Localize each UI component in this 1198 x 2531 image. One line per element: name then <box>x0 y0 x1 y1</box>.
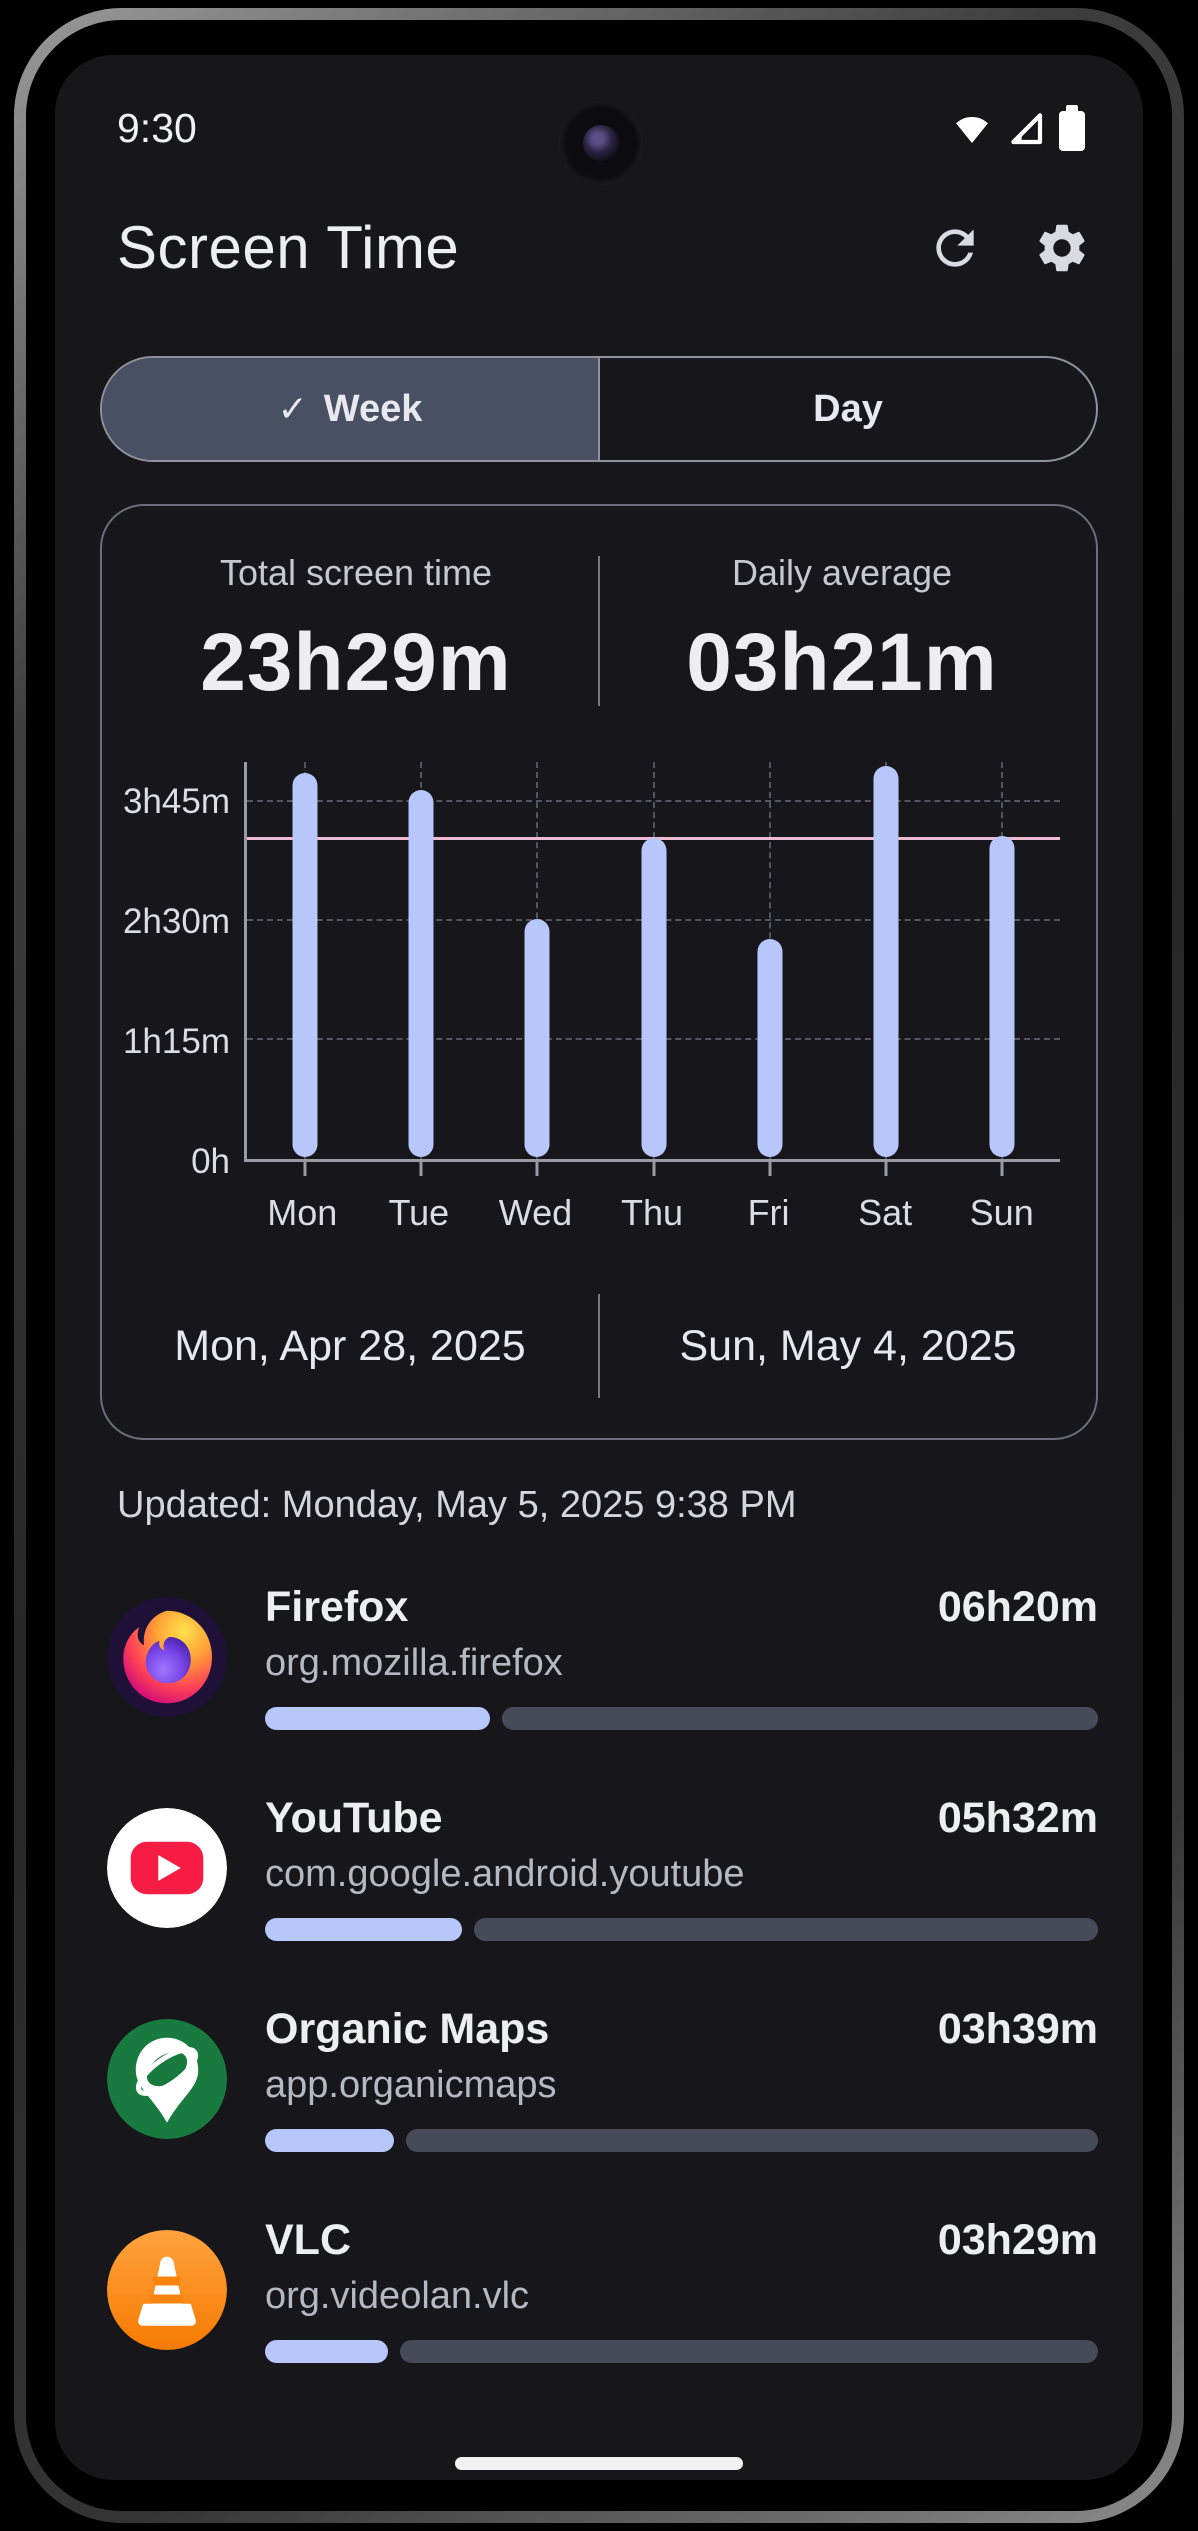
summary-divider <box>598 556 600 706</box>
progress-fill <box>265 1918 462 1941</box>
tab-day[interactable]: Day <box>600 358 1096 460</box>
settings-button[interactable] <box>1033 219 1091 277</box>
date-range-divider <box>598 1294 600 1398</box>
period-toggle: ✓ Week Day <box>100 356 1098 462</box>
status-bar: 9:30 <box>55 55 1143 155</box>
last-updated-text: Updated: Monday, May 5, 2025 9:38 PM <box>117 1484 797 1526</box>
progress-track <box>473 1918 1098 1941</box>
app-package: org.mozilla.firefox <box>265 1642 563 1684</box>
gear-icon <box>1033 224 1091 280</box>
cellular-signal-icon <box>1005 107 1047 149</box>
app-name: VLC <box>265 2216 351 2264</box>
chart-x-axis-labels: Mon Tue Wed Thu Fri Sat Sun <box>267 1192 1034 1233</box>
tab-week[interactable]: ✓ Week <box>102 358 600 460</box>
daily-average-label: Daily average <box>731 552 953 593</box>
camera-lens <box>583 125 619 161</box>
usage-progress-bar <box>265 2340 1098 2363</box>
progress-fill <box>265 2129 395 2152</box>
usage-progress-bar <box>265 1918 1098 1941</box>
weekly-bar-chart: 0h 1h15m 2h30m 3h45m Mon Tue Wed Thu Fri Sat Sun <box>122 762 1060 1240</box>
vlc-icon <box>107 2229 227 2350</box>
app-row-vlc[interactable]: VLC 03h29m org.videolan.vlc <box>107 2216 1098 2363</box>
usage-progress-bar <box>265 2129 1098 2152</box>
total-screen-time-label: Total screen time <box>219 552 493 593</box>
battery-icon <box>1059 105 1085 151</box>
organic-maps-icon <box>107 2018 227 2139</box>
status-icons <box>951 105 1085 151</box>
app-duration: 03h29m <box>937 2216 1098 2264</box>
status-time: 9:30 <box>117 104 197 151</box>
progress-fill <box>265 1707 490 1730</box>
firefox-icon <box>107 1596 227 1717</box>
range-start-date[interactable]: Mon, Apr 28, 2025 <box>174 1321 526 1370</box>
range-end-date[interactable]: Sun, May 4, 2025 <box>679 1321 1017 1370</box>
tab-week-label: Week <box>323 387 423 430</box>
app-screen: 9:30 Screen Time <box>55 55 1143 2480</box>
app-usage-list: Firefox 06h20m org.mozilla.firefox <box>107 1583 1098 2363</box>
app-name: YouTube <box>265 1794 443 1842</box>
usage-progress-bar <box>265 1707 1098 1730</box>
app-duration: 06h20m <box>937 1583 1098 1631</box>
app-duration: 05h32m <box>937 1794 1098 1842</box>
app-header: Screen Time <box>55 155 1143 282</box>
tab-day-label: Day <box>813 387 883 430</box>
youtube-icon <box>107 1807 227 1928</box>
wifi-icon <box>951 107 993 149</box>
progress-track <box>501 1707 1098 1730</box>
refresh-button[interactable] <box>927 220 983 276</box>
refresh-icon <box>927 228 983 279</box>
summary-card: Total screen time 23h29m Daily average 0… <box>100 504 1098 1440</box>
progress-fill <box>265 2340 389 2363</box>
page-title: Screen Time <box>117 214 460 281</box>
app-row-firefox[interactable]: Firefox 06h20m org.mozilla.firefox <box>107 1583 1098 1730</box>
app-row-organic-maps[interactable]: Organic Maps 03h39m app.organicmaps <box>107 2005 1098 2152</box>
app-package: app.organicmaps <box>265 2064 557 2106</box>
chart-y-axis-labels: 0h 1h15m 2h30m 3h45m <box>122 782 230 1181</box>
total-screen-time-value: 23h29m <box>200 617 512 708</box>
app-row-youtube[interactable]: YouTube 05h32m com.google.android.youtub… <box>107 1794 1098 1941</box>
daily-average-value: 03h21m <box>686 617 998 708</box>
app-duration: 03h39m <box>937 2005 1098 2053</box>
check-icon: ✓ <box>277 388 308 429</box>
app-package: org.videolan.vlc <box>265 2275 530 2317</box>
app-name: Organic Maps <box>265 2005 550 2053</box>
progress-track <box>400 2340 1098 2363</box>
front-camera <box>559 101 643 185</box>
progress-track <box>406 2129 1098 2152</box>
app-name: Firefox <box>265 1583 409 1631</box>
gesture-navigation-bar[interactable] <box>455 2457 743 2470</box>
date-range: Mon, Apr 28, 2025 Sun, May 4, 2025 <box>102 1294 1096 1398</box>
chart-plot-area <box>244 762 1060 1176</box>
summary-totals: Total screen time 23h29m Daily average 0… <box>102 552 1096 710</box>
app-package: com.google.android.youtube <box>265 1853 745 1895</box>
